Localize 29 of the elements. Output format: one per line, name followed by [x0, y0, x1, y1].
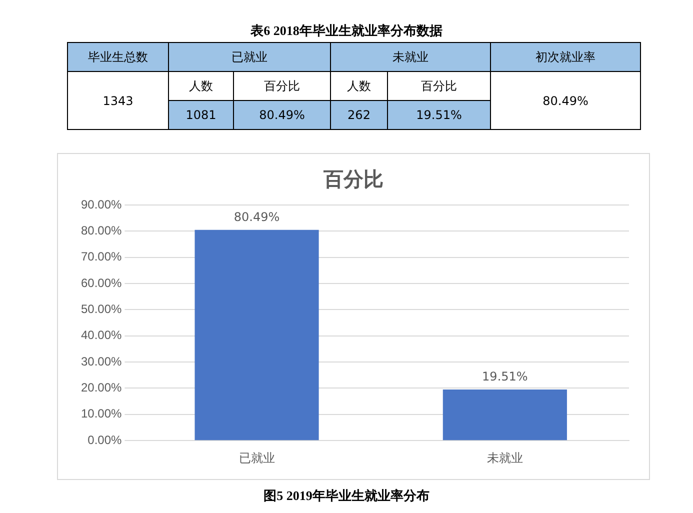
data-label: 80.49%: [234, 210, 280, 224]
text: 19.51%: [388, 100, 490, 130]
text: 初次就业率: [490, 42, 640, 72]
text: 1081: [168, 100, 234, 130]
y-tick-label: 60.00%: [80, 276, 122, 290]
text: 80.49%: [490, 72, 640, 130]
text: 毕业生总数: [68, 42, 168, 72]
data-label: 19.51%: [482, 370, 528, 384]
text: 表6 2018年毕业生就业率分布数据: [250, 22, 444, 40]
text: 1343: [68, 72, 168, 130]
y-tick-label: 40.00%: [80, 328, 122, 342]
y-tick-label: 20.00%: [80, 380, 122, 395]
y-tick-label: 30.00%: [80, 354, 122, 368]
text: 未就业: [330, 42, 490, 72]
y-tick-label: 70.00%: [80, 250, 122, 264]
text: 百分比: [388, 72, 490, 100]
text: 262: [330, 100, 388, 130]
text: 人数: [168, 72, 234, 100]
y-tick-label: 80.00%: [80, 223, 122, 238]
chart-title: 百分比: [322, 167, 384, 192]
y-tick-label: 10.00%: [80, 406, 122, 421]
y-tick-label: 0.00%: [88, 432, 122, 447]
y-tick-label: 90.00%: [80, 197, 122, 212]
text: 80.49%: [234, 100, 330, 130]
y-tick-label: 50.00%: [80, 302, 122, 316]
text: 百分比: [234, 72, 330, 100]
text: 已就业: [168, 42, 330, 72]
caption: 图5 2019年毕业生就业率分布: [262, 487, 430, 505]
text: 人数: [330, 72, 388, 100]
